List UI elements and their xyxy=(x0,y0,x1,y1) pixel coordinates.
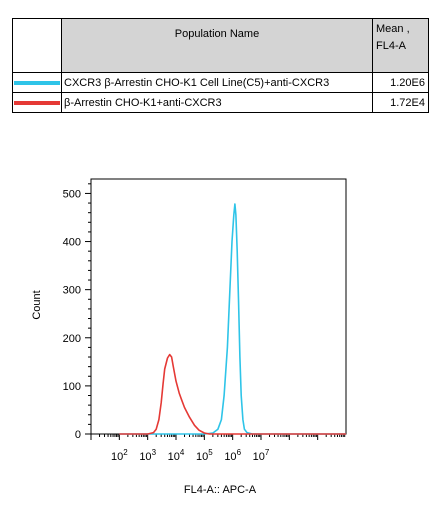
x-axis-label: FL4-A:: APC-A xyxy=(184,484,257,496)
legend-swatch-line xyxy=(14,80,60,85)
legend-row: CXCR3 β-Arrestin CHO-K1 Cell Line(C5)+an… xyxy=(12,72,429,93)
y-tick-label: 300 xyxy=(63,285,81,297)
y-tick-label: 0 xyxy=(75,429,81,441)
legend-table: Population Name Mean , FL4-A CXCR3 β-Arr… xyxy=(12,18,429,113)
legend-row: β-Arrestin CHO-K1+anti-CXCR3 1.72E4 xyxy=(12,92,429,113)
legend-header-population-name: Population Name xyxy=(61,18,373,73)
legend-population-name: β-Arrestin CHO-K1+anti-CXCR3 xyxy=(61,92,373,113)
legend-swatch-line xyxy=(14,100,60,105)
series-group xyxy=(119,203,346,435)
y-tick-label: 500 xyxy=(63,188,81,200)
series-line xyxy=(119,353,346,435)
x-tick-label: 107 xyxy=(253,448,270,463)
x-tick-label: 102 xyxy=(111,448,128,463)
x-tick-label: 103 xyxy=(139,448,156,463)
legend-population-name: CXCR3 β-Arrestin CHO-K1 Cell Line(C5)+an… xyxy=(61,72,373,93)
plot-frame xyxy=(90,178,347,435)
x-axis: 102 103 104 105 106 107 xyxy=(90,434,346,463)
legend-header-mean-line2: FL4-A xyxy=(376,40,406,52)
y-tick-label: 200 xyxy=(63,333,81,345)
legend-header-mean: Mean , FL4-A xyxy=(372,18,429,73)
x-tick-label: 105 xyxy=(196,448,213,463)
series-line xyxy=(119,203,346,435)
legend-swatch-cell xyxy=(12,92,62,113)
x-tick-label: 106 xyxy=(224,448,241,463)
legend-header-row: Population Name Mean , FL4-A xyxy=(12,18,429,73)
y-tick-label: 400 xyxy=(63,237,81,249)
y-axis-label: Count xyxy=(31,290,43,319)
legend-header-swatch-cell xyxy=(12,18,62,73)
y-axis: 0 100 200 300 400 500 xyxy=(63,183,91,441)
legend-mean-value: 1.72E4 xyxy=(372,92,429,113)
y-tick-label: 100 xyxy=(63,381,81,393)
legend-header-mean-line1: Mean , xyxy=(376,23,410,35)
x-tick-label: 104 xyxy=(168,448,185,463)
